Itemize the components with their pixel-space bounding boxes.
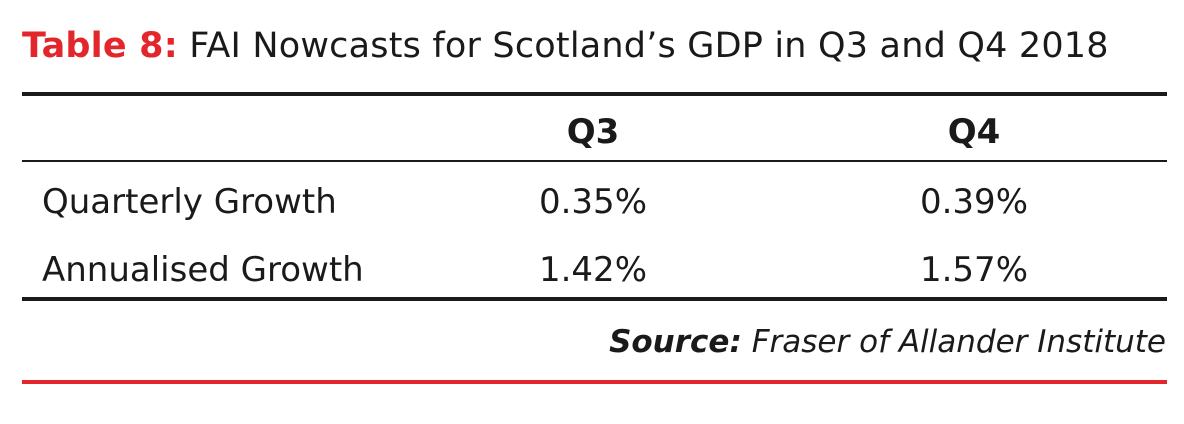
row-label-annualised-growth: Annualised Growth <box>42 250 364 290</box>
cell-quarterly-q4: 0.39% <box>919 182 1028 222</box>
cell-quarterly-q3: 0.35% <box>538 182 647 222</box>
table-title-text: FAI Nowcasts for Scotland’s GDP in Q3 an… <box>189 26 1109 66</box>
bottom-rule <box>22 297 1167 301</box>
column-header-q3: Q3 <box>566 112 620 152</box>
column-header-q4: Q4 <box>947 112 1001 152</box>
source-text: Fraser of Allander Institute <box>751 324 1166 360</box>
top-rule <box>22 92 1167 96</box>
header-rule <box>22 160 1167 162</box>
source-note: Source: Fraser of Allander Institute <box>609 322 1166 362</box>
cell-annualised-q3: 1.42% <box>538 250 647 290</box>
table-number-label: Table 8: <box>22 26 178 66</box>
cell-annualised-q4: 1.57% <box>919 250 1028 290</box>
table-title: Table 8: FAI Nowcasts for Scotland’s GDP… <box>22 24 1109 68</box>
footer-accent-rule <box>22 380 1167 384</box>
row-label-quarterly-growth: Quarterly Growth <box>42 182 337 222</box>
source-label: Source: <box>609 324 742 360</box>
